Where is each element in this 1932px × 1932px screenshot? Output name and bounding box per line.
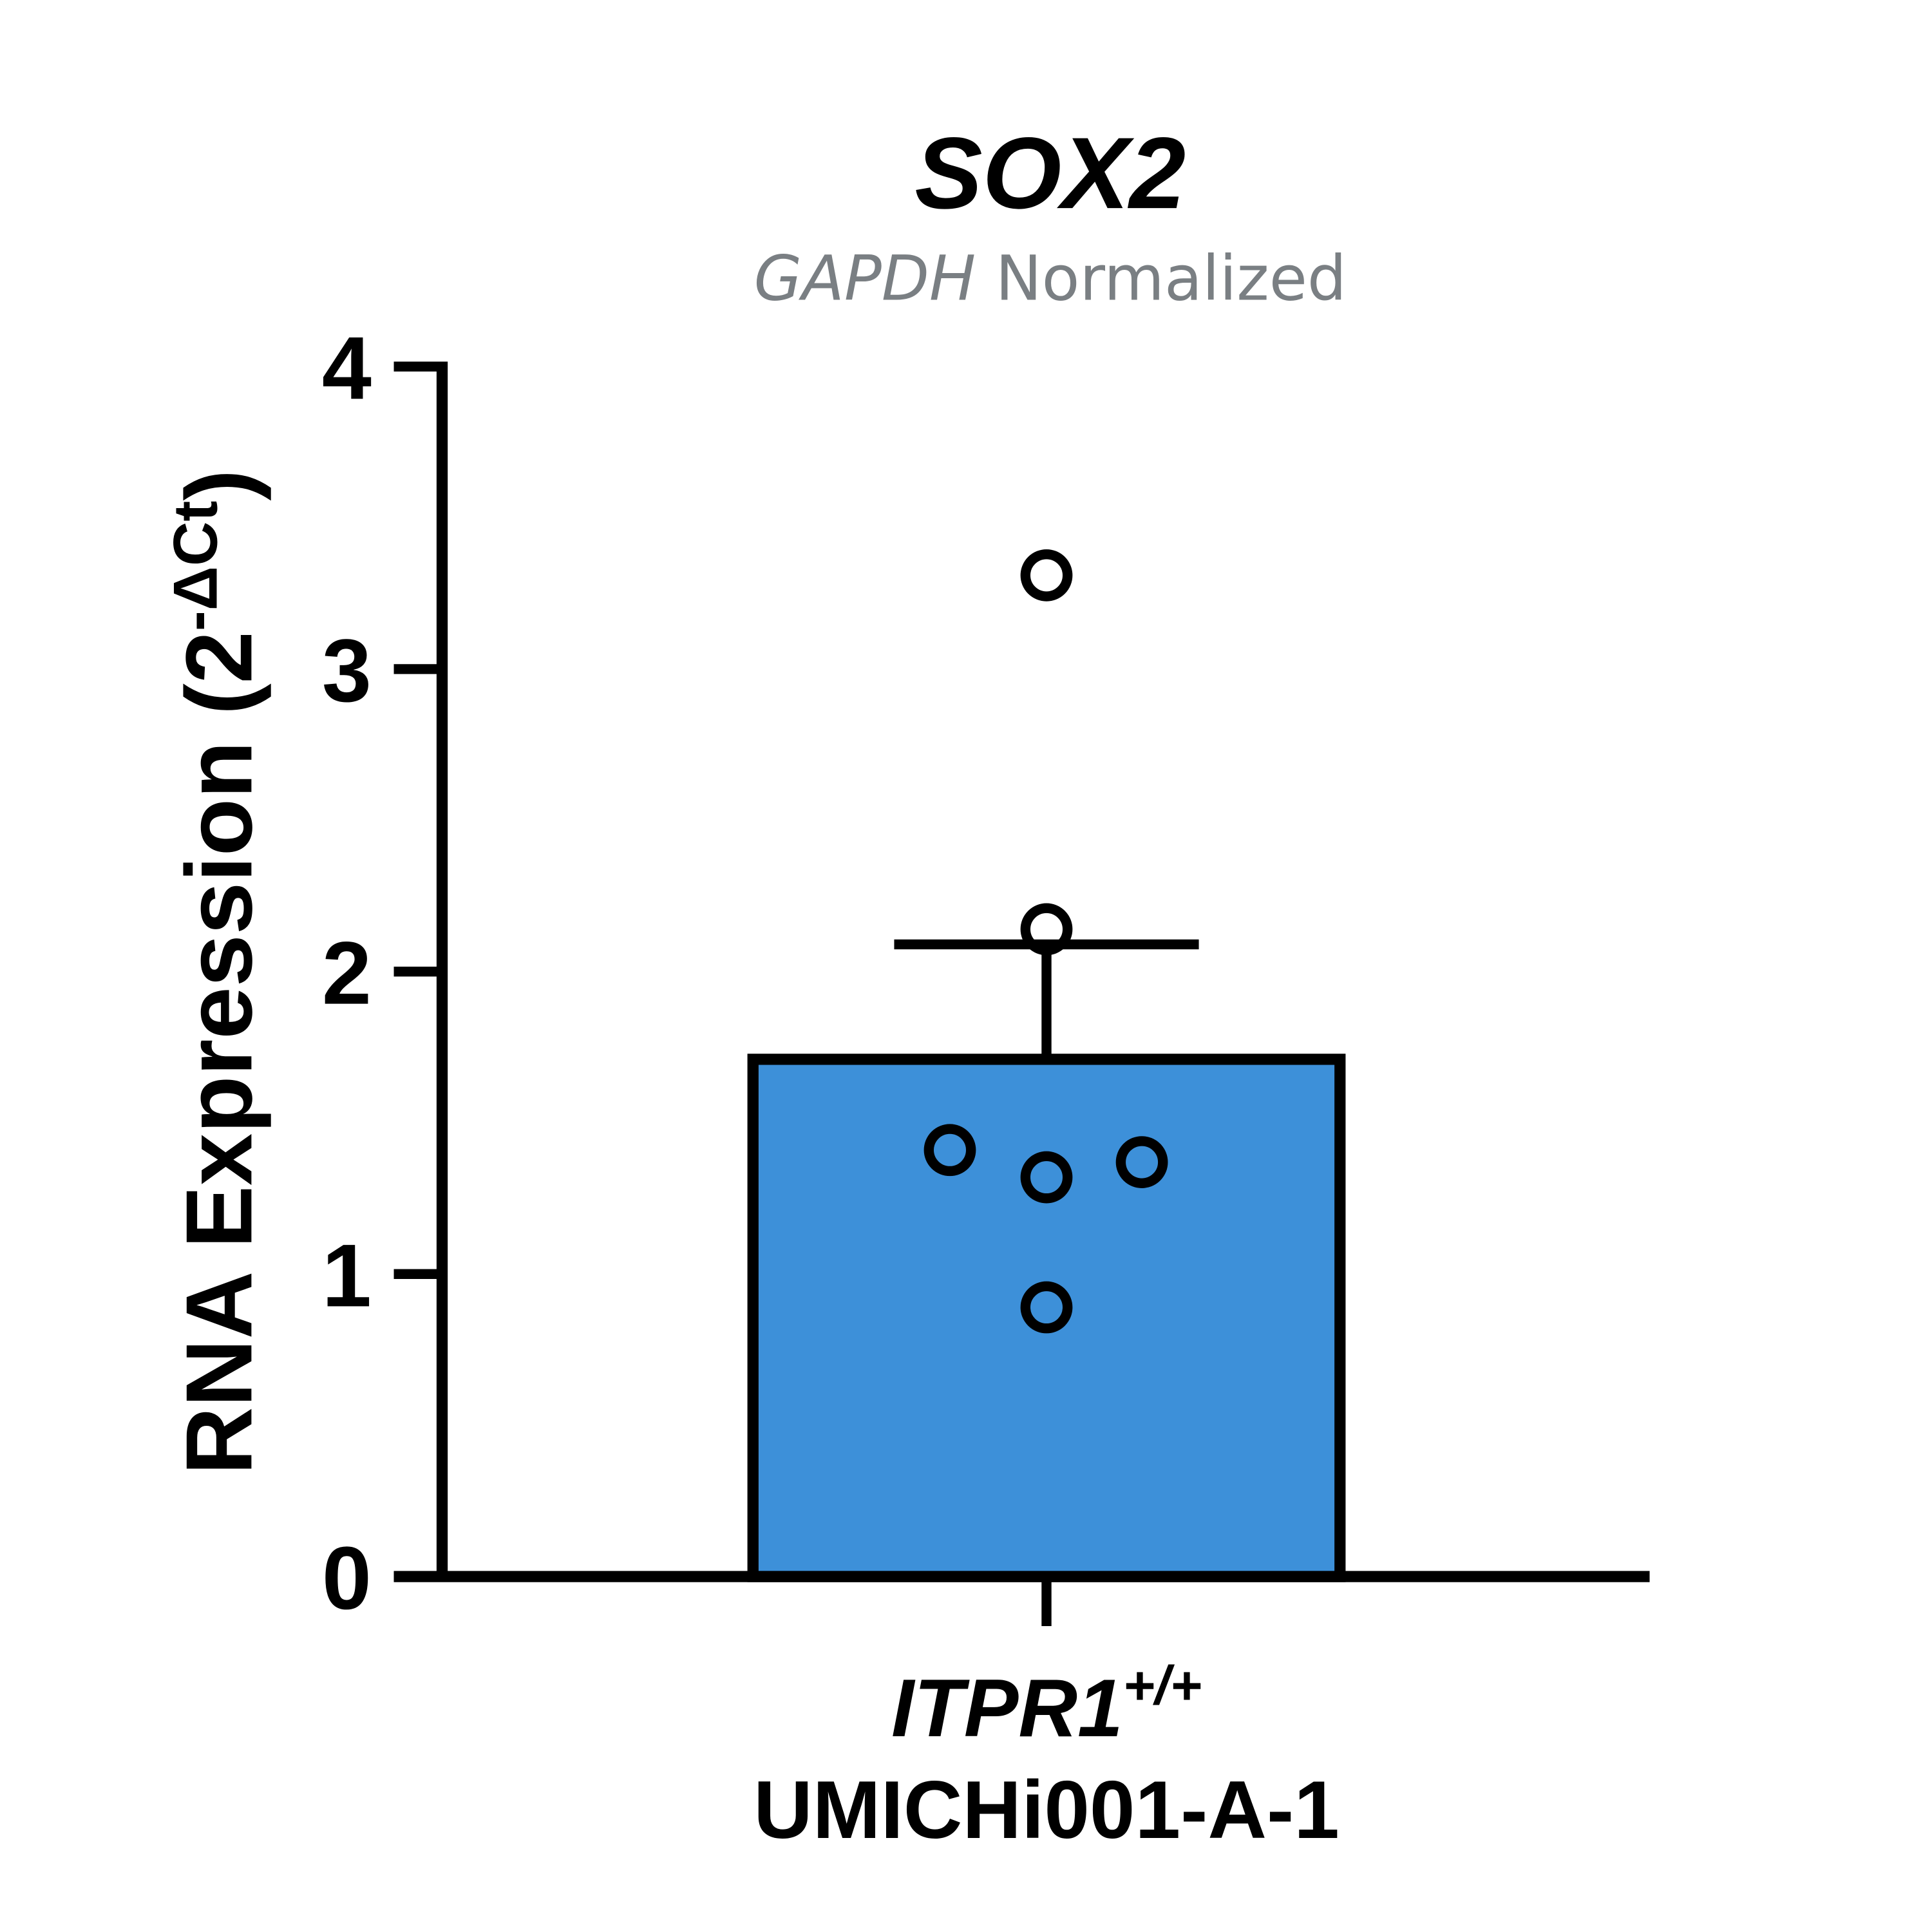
subtitle-rest: Normalized [976,242,1347,314]
y-label-superscript: -ΔCt [162,501,231,632]
data-point [1115,1136,1168,1188]
y-label-main: RNA Expression (2 [166,631,271,1475]
y-tick-label: 0 [322,1529,372,1628]
x-tick-label-gene: ITPR1+/+ [891,1654,1202,1754]
data-point [1020,1151,1073,1204]
gene-name: ITPR1 [891,1662,1123,1754]
y-tick-label: 4 [322,319,372,418]
bar [747,1054,1346,1582]
y-label-close: ) [166,469,271,501]
y-axis-label: RNA Expression (2-ΔCt) [162,469,272,1475]
genotype-superscript: +/+ [1123,1654,1202,1716]
chart-subtitle: GAPDH Normalized [754,242,1347,314]
data-point [923,1124,976,1177]
y-tick-label: 3 [322,621,372,721]
data-point [1020,549,1073,601]
data-point [1020,1281,1073,1334]
chart-title: SOX2 [914,117,1186,230]
subtitle-italic: GAPDH [754,242,976,314]
y-tick-label: 2 [322,924,372,1023]
data-point [1020,903,1073,956]
x-tick-label-line: UMICHi001-A-1 [753,1764,1340,1855]
y-tick-label: 1 [322,1226,372,1325]
